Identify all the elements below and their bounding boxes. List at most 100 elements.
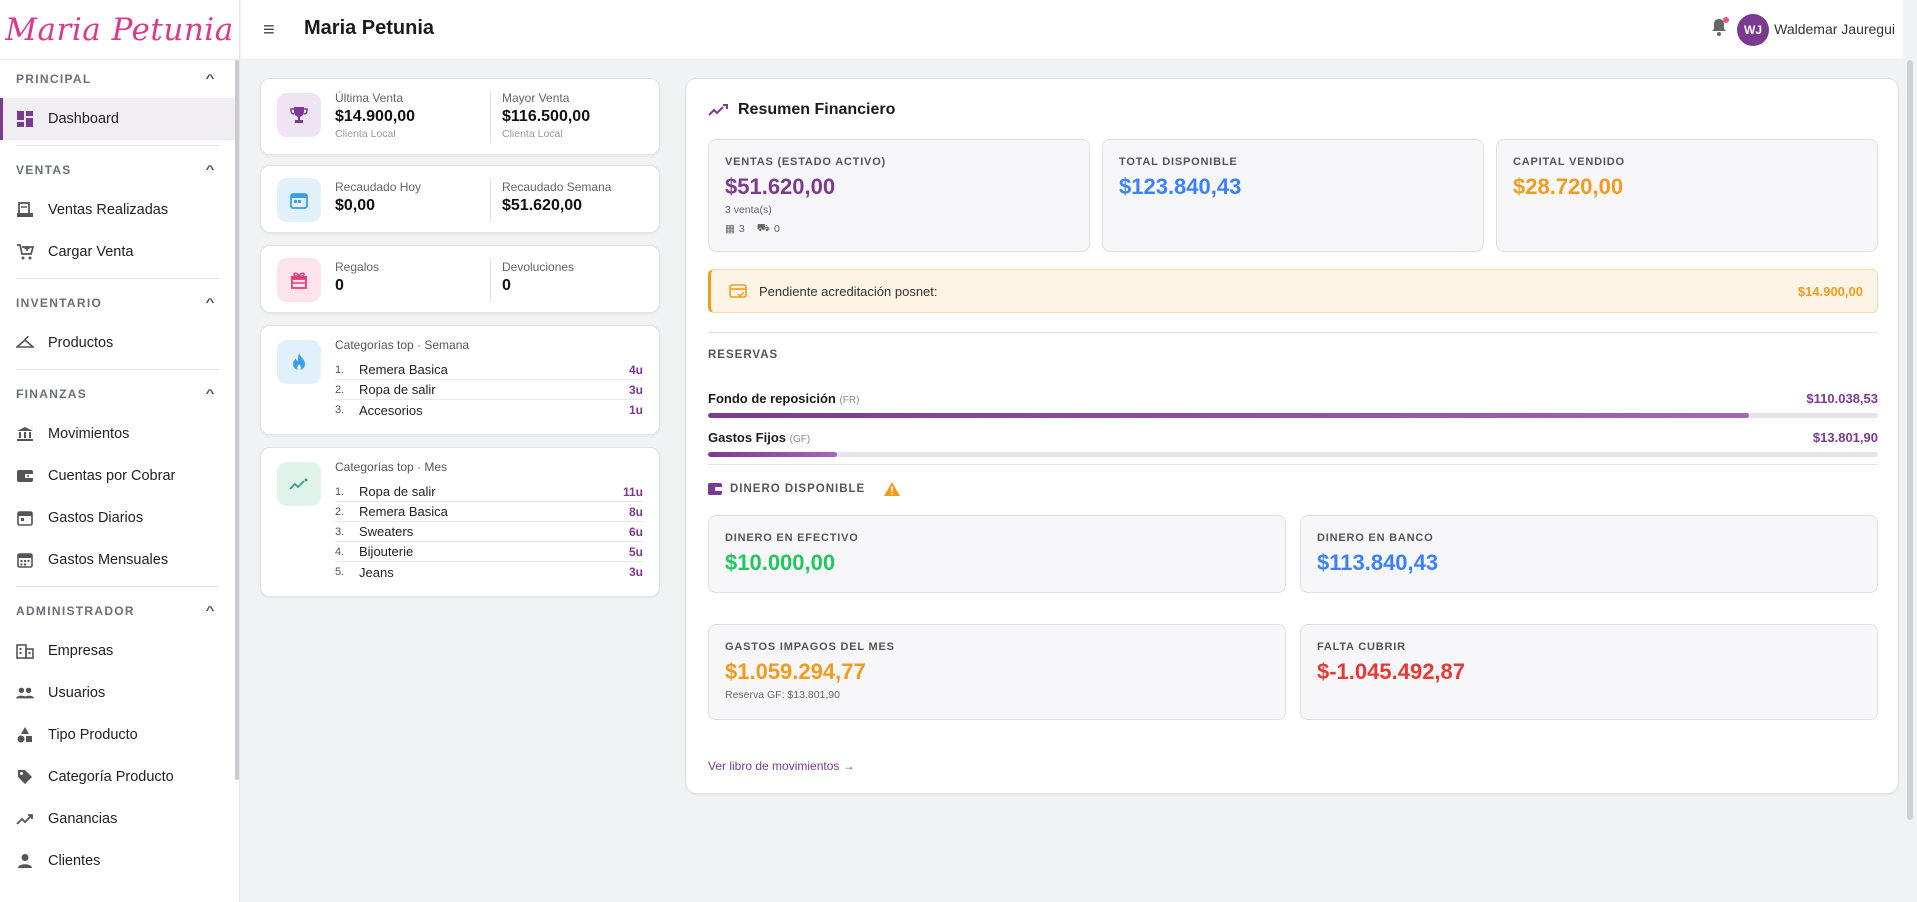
sidebar-item-categoria-producto[interactable]: Categoría Producto (0, 756, 235, 798)
chevron-up-icon: ^ (205, 164, 217, 176)
store-icon: ▦ (725, 223, 735, 235)
sidebar-item-clientes[interactable]: Clientes (0, 840, 235, 882)
avatar[interactable]: WJ (1737, 14, 1769, 46)
cart-icon: ⛟ (756, 222, 770, 234)
list-item: 3. Accesorios 1u (335, 402, 643, 418)
calendar-month-icon (16, 551, 34, 569)
reserve-fondo-value: $110.038,53 (1806, 391, 1878, 406)
gifts-value: 0 (335, 277, 344, 294)
user-name[interactable]: Waldemar Jauregui (1774, 21, 1895, 37)
reserve-fondo-bar (708, 413, 1878, 418)
financial-summary-title: Resumen Financiero (708, 101, 895, 119)
list-item: 1. Ropa de salir 11u (335, 482, 643, 502)
cash-value: $10.000,00 (725, 550, 836, 575)
dashboard-icon (16, 110, 34, 128)
sales-count: 3 venta(s) (725, 204, 772, 216)
notification-bell-icon[interactable] (1711, 17, 1729, 41)
person-icon (16, 852, 34, 870)
sidebar-scrollbar[interactable] (235, 60, 239, 780)
notification-dot (1723, 17, 1729, 23)
unpaid-expenses-box: GASTOS IMPAGOS DEL MES $1.059.294,77 Res… (708, 624, 1286, 720)
tag-icon (16, 768, 34, 786)
chevron-up-icon: ^ (205, 388, 217, 400)
missing-coverage-box: FALTA CUBRIR $-1.045.492,87 (1300, 624, 1878, 720)
list-item: 3. Sweaters 6u (335, 522, 643, 542)
page-scrollbar[interactable] (1903, 0, 1917, 902)
top-week-title: Categorías top · Semana (335, 338, 470, 352)
list-item: 2. Remera Basica 8u (335, 502, 643, 522)
sales-active-value: $51.620,00 (725, 174, 836, 199)
sidebar-item-cuentas-por-cobrar[interactable]: Cuentas por Cobrar (0, 455, 235, 497)
section-finanzas[interactable]: FINANZAS ^ (16, 387, 217, 401)
top-month-title: Categorías top · Mes (335, 460, 448, 474)
chevron-up-icon: ^ (205, 73, 217, 85)
chart-line-icon (708, 104, 728, 116)
brand-logo[interactable]: Maria Petunia (0, 0, 239, 60)
section-ventas[interactable]: VENTAS ^ (16, 163, 217, 177)
total-available-box: TOTAL DISPONIBLE $123.840,43 (1102, 139, 1484, 252)
section-principal[interactable]: PRINCIPAL ^ (16, 72, 217, 86)
sidebar-item-cargar-venta[interactable]: Cargar Venta (0, 231, 235, 273)
pending-posnet-alert: Pendiente acreditación posnet: $14.900,0… (708, 269, 1878, 313)
bank-icon (16, 425, 34, 443)
sidebar-item-dashboard[interactable]: Dashboard (0, 98, 235, 140)
gifts-card: Regalos 0 Devoluciones 0 (260, 245, 660, 313)
fire-icon (277, 340, 321, 384)
sidebar-item-gastos-diarios[interactable]: Gastos Diarios (0, 497, 235, 539)
cash-box: DINERO EN EFECTIVO $10.000,00 (708, 515, 1286, 593)
bank-box: DINERO EN BANCO $113.840,43 (1300, 515, 1878, 593)
reservas-title: RESERVAS (708, 349, 779, 361)
financial-summary-card: Resumen Financiero VENTAS (ESTADO ACTIVO… (685, 78, 1899, 794)
wallet-icon (708, 483, 722, 495)
hanger-icon (16, 334, 34, 352)
trophy-icon (277, 93, 321, 137)
calendar-icon (277, 178, 321, 222)
calendar-day-icon (16, 509, 34, 527)
reserve-gastos-value: $13.801,90 (1812, 430, 1878, 445)
sales-active-box: VENTAS (ESTADO ACTIVO) $51.620,00 3 vent… (708, 139, 1090, 252)
collected-today-value: $0,00 (335, 197, 376, 214)
movements-ledger-link[interactable]: Ver libro de movimientos → (708, 759, 855, 773)
section-administrador[interactable]: ADMINISTRADOR ^ (16, 604, 217, 618)
unpaid-expenses-value: $1.059.294,77 (725, 659, 866, 684)
menu-icon[interactable]: ≡ (263, 19, 275, 41)
collected-card: Recaudado Hoy $0,00 Recaudado Semana $51.6… (260, 165, 660, 233)
receipt-icon (16, 201, 34, 219)
sidebar-item-gastos-mensuales[interactable]: Gastos Mensuales (0, 539, 235, 581)
reserve-fondo: Fondo de reposición (FR) $110.038,53 (708, 391, 1878, 418)
returns-value: 0 (502, 277, 511, 294)
top-sale-value: $116.500,00 (502, 108, 591, 125)
sidebar-item-productos[interactable]: Productos (0, 322, 235, 364)
pending-posnet-value: $14.900,00 (1797, 284, 1863, 299)
section-inventario[interactable]: INVENTARIO ^ (16, 296, 217, 310)
sidebar: Maria Petunia PRINCIPAL ^ Dashboard VENTA… (0, 0, 240, 902)
sidebar-item-movimientos[interactable]: Movimientos (0, 413, 235, 455)
trending-up-icon (16, 810, 34, 828)
sidebar-nav: PRINCIPAL ^ Dashboard VENTAS ^ Ventas Real… (0, 60, 235, 882)
top-categories-month-card: Categorías top · Mes 1. Ropa de salir 11u … (260, 447, 660, 597)
list-item: 1. Remera Basica 4u (335, 360, 643, 380)
total-available-value: $123.840,43 (1119, 174, 1242, 199)
credit-card-icon (729, 284, 747, 298)
sidebar-item-ganancias[interactable]: Ganancias (0, 798, 235, 840)
last-sale-value: $14.900,00 (335, 108, 416, 125)
capital-sold-value: $28.720,00 (1513, 174, 1624, 199)
top-bar: ≡ Maria Petunia WJ Waldemar Jauregui (241, 0, 1917, 60)
trend-icon (277, 462, 321, 506)
missing-coverage-value: $-1.045.492,87 (1317, 659, 1466, 684)
wallet-icon (16, 467, 34, 485)
gift-icon (277, 258, 321, 302)
chevron-up-icon: ^ (205, 297, 217, 309)
users-icon (16, 684, 34, 702)
sidebar-item-tipo-producto[interactable]: Tipo Producto (0, 714, 235, 756)
bank-value: $113.840,43 (1317, 550, 1439, 575)
list-item: 5. Jeans 3u (335, 564, 643, 580)
reserve-gastos-fijos: Gastos Fijos (GF) $13.801,90 (708, 430, 1878, 457)
sidebar-item-ventas-realizadas[interactable]: Ventas Realizadas (0, 189, 235, 231)
collected-week-value: $51.620,00 (502, 197, 583, 214)
sidebar-item-usuarios[interactable]: Usuarios (0, 672, 235, 714)
page-title: Maria Petunia (304, 17, 435, 39)
sidebar-item-empresas[interactable]: Empresas (0, 630, 235, 672)
chevron-up-icon: ^ (205, 605, 217, 617)
sales-card: Última Venta $14.900,00 Clienta Local Mayo… (260, 78, 660, 155)
